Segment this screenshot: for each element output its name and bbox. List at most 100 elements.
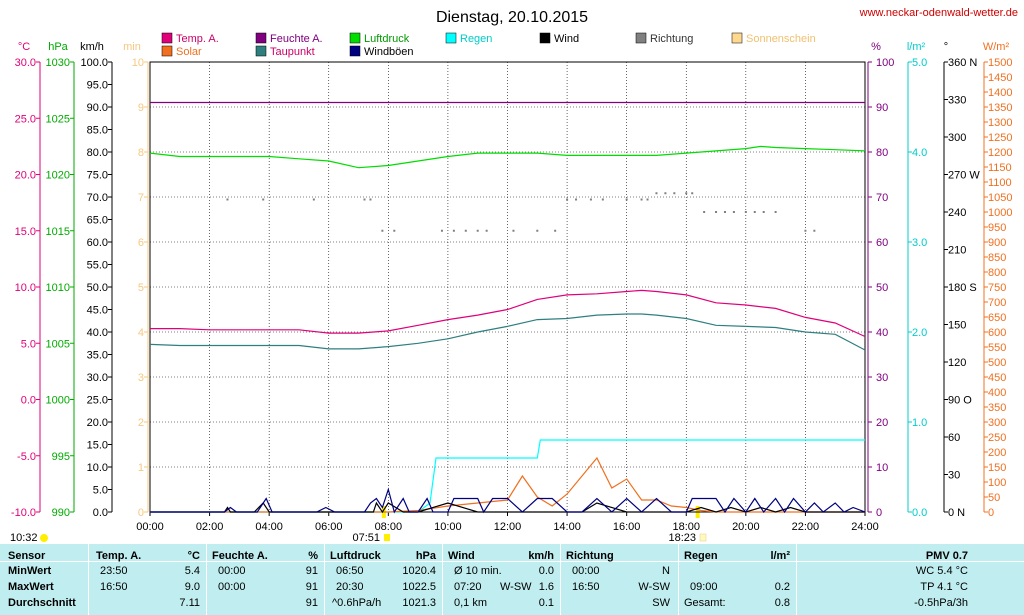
temp-max-time: 16:50 <box>100 581 128 593</box>
rain-header: Regen <box>684 550 718 562</box>
series-richtung-point <box>703 211 706 213</box>
series-richtung-point <box>664 192 667 195</box>
speed-axis-tick-label: 65.0 <box>87 215 108 227</box>
pressure-axis-tick-label: 1010 <box>46 282 70 294</box>
sunset-icon <box>699 533 707 542</box>
rain-max-value: 0.2 <box>774 581 790 593</box>
pmv-dewpoint: TP 4.1 °C <box>920 581 968 593</box>
solar-axis-tick-label: 1350 <box>988 102 1012 114</box>
solar-axis-tick-label: 500 <box>988 357 1006 369</box>
time-axis-tick-label: 02:00 <box>196 521 224 533</box>
direction-axis-tick-label: 150 <box>948 320 966 332</box>
pressure-axis-tick-label: 995 <box>52 451 70 463</box>
series-richtung-point <box>566 198 569 201</box>
legend-label: Wind <box>554 33 579 45</box>
humidity-unit: % <box>308 550 318 562</box>
direction-axis-tick-label: 330 <box>948 95 966 107</box>
pressure-axis-tick-label: 1030 <box>46 57 70 69</box>
row-label: Durchschnitt <box>8 597 76 609</box>
humidity-axis-tick-label: 50 <box>876 282 888 294</box>
direction-axis-tick-label: 30 <box>948 470 960 482</box>
solar-axis-tick-label: 350 <box>988 402 1006 414</box>
legend-label: Solar <box>176 46 202 58</box>
speed-axis-tick-label: 45.0 <box>87 305 108 317</box>
legend-label: Richtung <box>650 33 693 45</box>
pressure-axis-tick-label: 1000 <box>46 395 70 407</box>
moon-time: 10:32 <box>10 532 38 544</box>
speed-axis-tick-label: 35.0 <box>87 350 108 362</box>
legend-label: Sonnenschein <box>746 33 816 45</box>
column-divider <box>88 544 89 615</box>
temp-axis-tick-label: 20.0 <box>15 170 36 182</box>
wind-max-value: 1.6 <box>538 581 554 593</box>
series-richtung-point <box>723 211 726 213</box>
wind-min-label: Ø 10 min. <box>454 565 502 577</box>
axis-unit: min <box>123 41 141 53</box>
series-richtung-point <box>762 211 765 213</box>
solar-axis-tick-label: 1500 <box>988 57 1012 69</box>
sunrise-icon <box>384 534 390 541</box>
speed-axis-tick-label: 30.0 <box>87 372 108 384</box>
humidity-axis-tick-label: 0 <box>876 507 882 519</box>
series-richtung-point <box>262 198 265 201</box>
direction-axis-tick-label: 60 <box>948 432 960 444</box>
pmv-pressure-trend: -0.5hPa/3h <box>914 597 968 609</box>
speed-axis-tick-label: 85.0 <box>87 125 108 137</box>
solar-axis-tick-label: 400 <box>988 387 1006 399</box>
sunshine-axis-tick-label: 6 <box>138 237 144 249</box>
series-richtung-point <box>575 198 578 201</box>
column-divider <box>678 544 679 615</box>
solar-axis-tick-label: 450 <box>988 372 1006 384</box>
speed-axis-tick-label: 25.0 <box>87 395 108 407</box>
temp-axis-tick-label: -10.0 <box>11 507 36 519</box>
series-richtung-point <box>640 198 643 201</box>
sunrise-time: 07:51 <box>352 532 380 544</box>
pressure-min-value: 1020.4 <box>402 565 436 577</box>
speed-axis-tick-label: 60.0 <box>87 237 108 249</box>
series-richtung-point <box>715 211 718 213</box>
pressure-trend: ^0.6hPa/h <box>332 597 382 609</box>
direction-min-time: 00:00 <box>572 565 600 577</box>
wind-max-time: 07:20 <box>454 581 482 593</box>
temp-axis-tick-label: 15.0 <box>15 226 36 238</box>
series-richtung-point <box>673 192 676 195</box>
humidity-max-time: 00:00 <box>218 581 246 593</box>
pressure-max-time: 20:30 <box>336 581 364 593</box>
chart-title: Dienstag, 20.10.2015 <box>436 9 588 26</box>
sunshine-axis-tick-label: 0 <box>138 507 144 519</box>
solar-axis-tick-label: 1150 <box>988 162 1012 174</box>
solar-axis-tick-label: 950 <box>988 222 1006 234</box>
speed-axis-tick-label: 70.0 <box>87 192 108 204</box>
temp-axis-tick-label: 5.0 <box>21 338 36 350</box>
solar-axis-tick-label: 1250 <box>988 132 1012 144</box>
temp-max-value: 9.0 <box>184 581 200 593</box>
series-richtung-point <box>485 229 488 232</box>
solar-axis-tick-label: 900 <box>988 237 1006 249</box>
solar-axis-tick-label: 150 <box>988 462 1006 474</box>
legend-swatch <box>635 32 647 44</box>
solar-axis-tick-label: 700 <box>988 297 1006 309</box>
rain-max-time: 09:00 <box>690 581 718 593</box>
direction-axis-tick-label: 90 O <box>948 395 972 407</box>
speed-axis-tick-label: 75.0 <box>87 170 108 182</box>
series-layer <box>149 101 866 514</box>
rain-axis-tick-label: 3.0 <box>912 237 927 249</box>
rain-axis-tick-label: 2.0 <box>912 327 927 339</box>
rain-axis-tick-label: 4.0 <box>912 147 927 159</box>
legend-label: Windböen <box>364 46 414 58</box>
solar-axis-tick-label: 0 <box>988 507 994 519</box>
wind-distance: 0,1 km <box>454 597 488 609</box>
pressure-avg-value: 1021.3 <box>402 597 436 609</box>
table-header-separator <box>0 561 1024 562</box>
series-temp-a- <box>150 289 866 338</box>
direction-axis-tick-label: 240 <box>948 207 966 219</box>
pressure-unit: hPa <box>415 550 436 562</box>
wind-min-value: 0.0 <box>538 565 554 577</box>
temp-min-value: 5.4 <box>184 565 200 577</box>
sunshine-axis-tick-label: 5 <box>138 282 144 294</box>
legend-label: Regen <box>460 33 492 45</box>
grid-layer <box>149 61 866 513</box>
column-divider <box>560 544 561 615</box>
series-solar <box>150 456 865 513</box>
time-axis-tick-label: 10:00 <box>434 521 462 533</box>
